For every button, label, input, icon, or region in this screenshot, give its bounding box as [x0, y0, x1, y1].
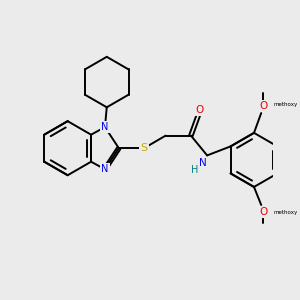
Text: N: N	[199, 158, 206, 168]
Text: N: N	[101, 122, 109, 132]
Text: S: S	[140, 143, 148, 153]
Text: O: O	[196, 105, 204, 115]
Text: H: H	[191, 165, 198, 175]
Text: O: O	[259, 101, 267, 111]
Text: N: N	[101, 164, 109, 174]
Text: O: O	[259, 207, 267, 217]
Text: methoxy: methoxy	[274, 210, 298, 215]
Text: methoxy: methoxy	[274, 101, 298, 106]
